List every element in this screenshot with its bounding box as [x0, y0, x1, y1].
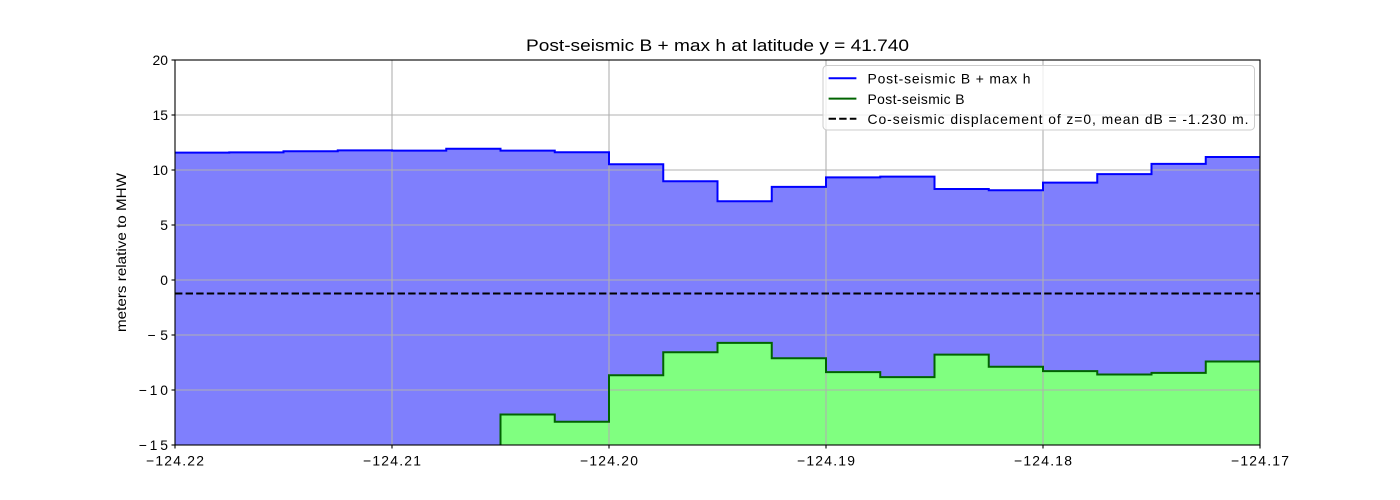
svg-text:5: 5	[160, 217, 168, 233]
svg-text:−124.21: −124.21	[363, 453, 421, 469]
svg-text:−124.20: −124.20	[580, 453, 638, 469]
svg-text:−124.18: −124.18	[1014, 453, 1072, 469]
svg-text:−124.17: −124.17	[1231, 453, 1289, 469]
svg-text:−15: −15	[139, 437, 169, 453]
svg-text:10: 10	[153, 162, 169, 178]
svg-text:15: 15	[153, 107, 169, 123]
svg-text:−10: −10	[139, 382, 169, 398]
svg-text:Post-seismic B + max h: Post-seismic B + max h	[868, 71, 1031, 87]
svg-text:20: 20	[153, 52, 169, 68]
svg-text:−124.22: −124.22	[146, 453, 204, 469]
svg-text:0: 0	[160, 272, 168, 288]
svg-text:Post-seismic B + max h at lati: Post-seismic B + max h at latitude y = 4…	[526, 36, 909, 55]
svg-text:Post-seismic B: Post-seismic B	[868, 91, 965, 107]
svg-text:Co-seismic displacement of z=0: Co-seismic displacement of z=0, mean dB …	[868, 111, 1249, 127]
svg-text:meters relative to MHW: meters relative to MHW	[113, 172, 129, 332]
svg-text:−124.19: −124.19	[797, 453, 855, 469]
